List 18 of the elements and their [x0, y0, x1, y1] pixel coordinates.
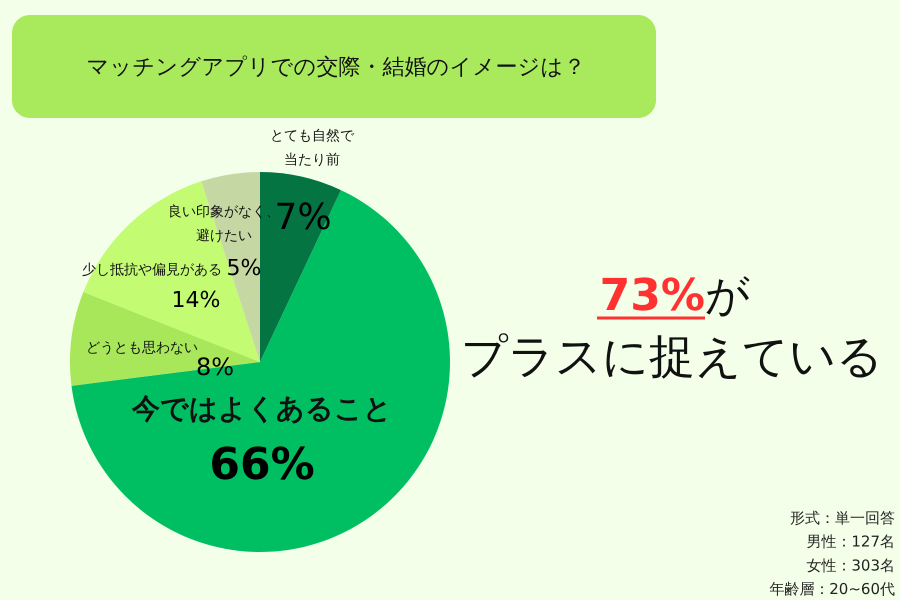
text: 年齢層：20~60代 — [769, 580, 895, 598]
data-label: 14% — [172, 288, 220, 313]
data-label: 7% — [274, 197, 332, 238]
pie-slice — [72, 190, 450, 552]
data-label: 8% — [196, 353, 234, 381]
pie-slice — [70, 292, 260, 386]
text: 男性：127名 — [806, 532, 895, 551]
slice-label: とても自然で当たり前 — [270, 128, 355, 168]
text: 形式：単一回答 — [790, 509, 895, 527]
slice-label: 少し抵抗や偏見がある — [82, 262, 222, 278]
text: 女性：303名 — [806, 556, 895, 574]
pie-slice — [260, 172, 341, 362]
text: プラスに捉えている — [461, 329, 883, 383]
slice-label: どうとも思わない — [86, 340, 198, 356]
slice-label: 今ではよくあること — [131, 392, 392, 425]
chart-title: マッチングアプリでの交際・結婚のイメージは？ — [86, 55, 586, 80]
data-label: 66% — [209, 439, 315, 490]
text: 73%が — [600, 270, 750, 321]
